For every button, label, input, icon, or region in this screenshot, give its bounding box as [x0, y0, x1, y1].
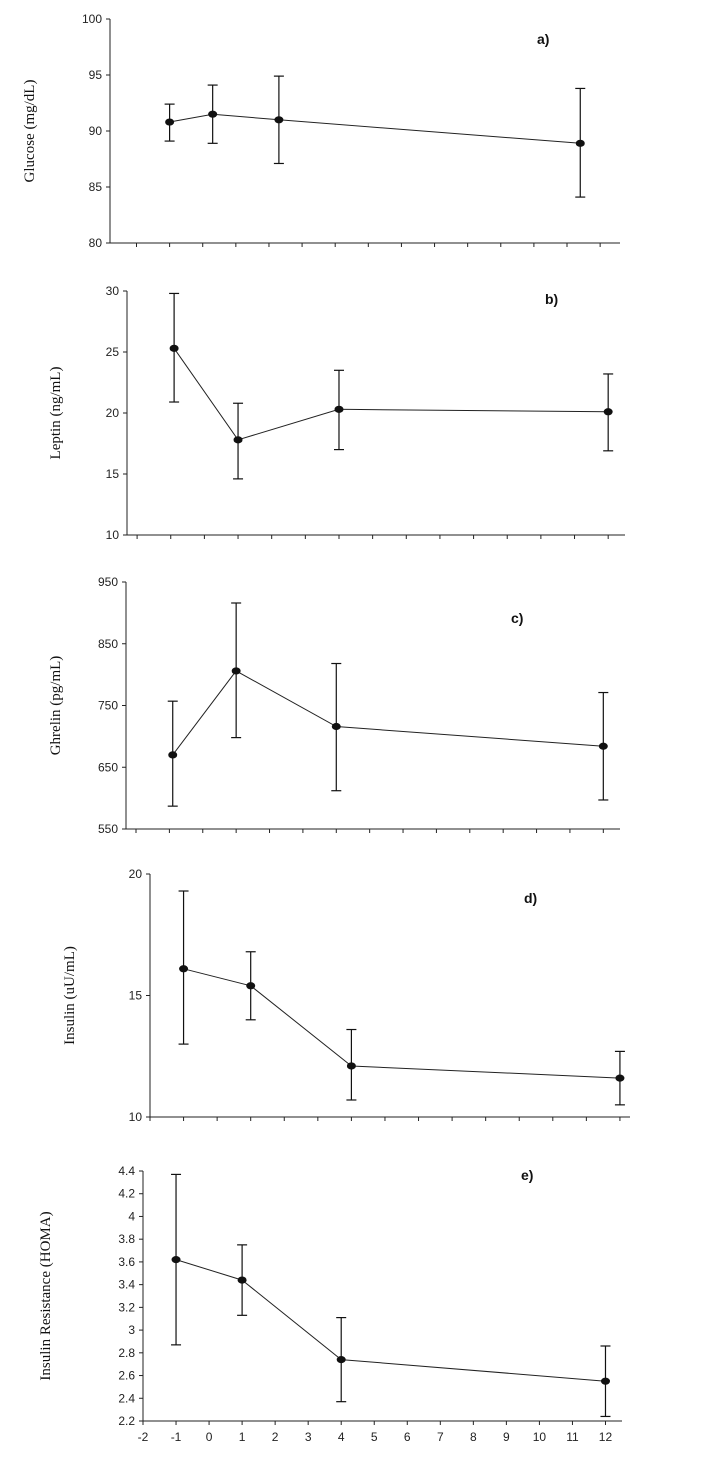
y-tick-label: 20	[129, 867, 143, 881]
data-point	[598, 742, 608, 750]
x-tick-label: 0	[206, 1430, 213, 1444]
chart-panel: 80 85 90 95 100 Glucose (mg/dL) a)	[22, 12, 620, 250]
y-tick-label: 650	[98, 760, 118, 774]
data-point	[168, 751, 178, 759]
y-tick-label: 100	[82, 12, 102, 26]
data-point	[165, 118, 175, 126]
series-line	[169, 113, 581, 144]
y-tick-label: 2.4	[118, 1391, 135, 1405]
data-point	[575, 139, 585, 147]
y-tick-label: 3.4	[118, 1278, 135, 1292]
y-tick-label: 80	[89, 236, 103, 250]
data-point	[179, 965, 189, 973]
y-tick-label: 3.8	[118, 1232, 135, 1246]
y-axis-title: Leptin (ng/mL)	[48, 367, 64, 460]
data-point	[246, 982, 256, 990]
series-line	[173, 348, 609, 441]
panel-label: b)	[545, 291, 558, 307]
y-tick-label: 3.2	[118, 1300, 135, 1314]
data-point	[346, 1062, 356, 1070]
panel-label: e)	[521, 1167, 533, 1183]
data-point	[615, 1074, 625, 1082]
x-tick-label: 9	[503, 1430, 510, 1444]
y-tick-label: 3.6	[118, 1255, 135, 1269]
data-point	[274, 116, 284, 124]
y-tick-label: 15	[106, 467, 120, 481]
y-tick-label: 550	[98, 822, 118, 836]
x-tick-label: 10	[533, 1430, 547, 1444]
x-tick-label: 8	[470, 1430, 477, 1444]
y-tick-label: 750	[98, 699, 118, 713]
y-tick-label: 850	[98, 637, 118, 651]
y-tick-label: 4.2	[118, 1187, 135, 1201]
y-axis-title: Insulin (uU/mL)	[62, 946, 78, 1045]
panel-label: d)	[524, 890, 537, 906]
y-tick-label: 20	[106, 406, 120, 420]
x-tick-label: -1	[171, 1430, 182, 1444]
y-tick-label: 90	[89, 124, 103, 138]
data-point	[334, 405, 344, 413]
series-line	[183, 968, 620, 1079]
y-axis-title: Glucose (mg/dL)	[22, 80, 38, 183]
data-point	[600, 1377, 610, 1385]
y-tick-label: 2.8	[118, 1346, 135, 1360]
data-point	[208, 110, 218, 118]
y-tick-label: 3	[128, 1323, 135, 1337]
y-tick-label: 950	[98, 575, 118, 589]
y-tick-label: 4	[128, 1209, 135, 1223]
chart-panel: 2.22.42.62.833.23.43.63.844.24.4-2 -1 0 1 2 3…	[38, 1164, 622, 1444]
x-tick-label: -2	[138, 1430, 149, 1444]
panel-label: c)	[511, 610, 523, 626]
data-point	[331, 722, 341, 731]
x-tick-label: 3	[305, 1430, 312, 1444]
y-tick-label: 10	[129, 1110, 143, 1124]
y-axis-title: Ghrelin (pg/mL)	[48, 656, 64, 756]
x-tick-label: 5	[371, 1430, 378, 1444]
data-point	[603, 408, 613, 416]
y-tick-label: 10	[106, 528, 120, 542]
x-tick-label: 4	[338, 1430, 345, 1444]
x-tick-label: 1	[239, 1430, 246, 1444]
chart-panel: 550 650 750 850 950 Ghrelin (pg/mL) c)	[48, 575, 620, 836]
x-tick-label: 12	[599, 1430, 613, 1444]
y-axis-title: Insulin Resistance (HOMA)	[38, 1211, 54, 1380]
y-tick-label: 30	[106, 284, 120, 298]
y-tick-label: 2.2	[118, 1414, 135, 1428]
data-point	[169, 344, 179, 352]
data-point	[233, 436, 243, 444]
y-tick-label: 85	[89, 180, 103, 194]
y-tick-label: 15	[129, 989, 143, 1003]
chart-panel: 10 15 20 25 30 Leptin (ng/mL) b)	[48, 284, 625, 542]
data-point	[237, 1276, 247, 1284]
y-tick-label: 4.4	[118, 1164, 135, 1178]
series-line	[175, 1259, 606, 1382]
y-tick-label: 95	[89, 68, 103, 82]
y-tick-label: 2.6	[118, 1369, 135, 1383]
panel-label: a)	[537, 31, 549, 47]
x-tick-label: 7	[437, 1430, 444, 1444]
data-point	[171, 1256, 181, 1264]
x-tick-label: 11	[566, 1430, 579, 1444]
chart-panel: 10 15 20 Insulin (uU/mL) d)	[62, 867, 630, 1124]
series-line	[172, 670, 604, 756]
x-tick-label: 6	[404, 1430, 411, 1444]
y-tick-label: 25	[106, 345, 120, 359]
data-point	[336, 1356, 346, 1364]
data-point	[231, 667, 241, 675]
x-tick-label: 2	[272, 1430, 279, 1444]
